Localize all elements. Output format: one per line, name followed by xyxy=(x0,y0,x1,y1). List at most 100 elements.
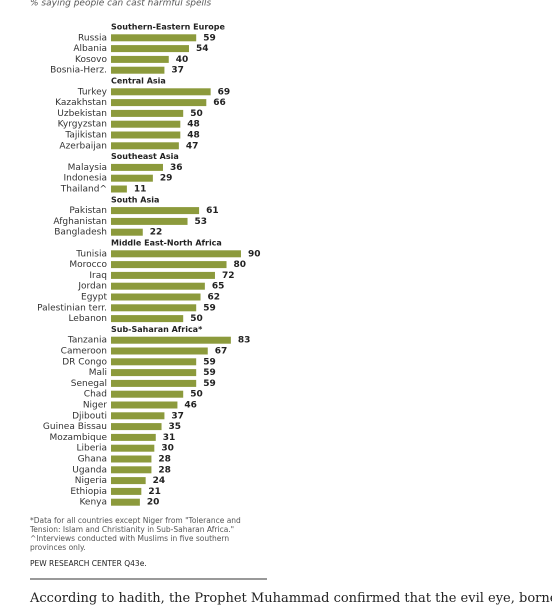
bar xyxy=(111,336,231,344)
bar xyxy=(111,34,197,42)
source: PEW RESEARCH CENTER Q43e. xyxy=(30,559,147,568)
value-label: 90 xyxy=(248,249,261,259)
bar xyxy=(111,433,156,441)
category-label: Iraq xyxy=(89,271,107,281)
value-label: 59 xyxy=(203,33,216,43)
category-label: Guinea Bissau xyxy=(43,422,107,432)
value-label: 48 xyxy=(187,131,200,141)
category-label: Bangladesh xyxy=(54,228,107,238)
bar xyxy=(111,261,227,269)
category-label: Kosovo xyxy=(75,55,107,65)
category-label: Liberia xyxy=(77,444,107,454)
chart-subtitle: % saying people can cast harmful spells xyxy=(30,0,212,9)
group-label: Southern-Eastern Europe xyxy=(111,23,225,32)
bar xyxy=(111,423,162,431)
category-label: Bosnia-Herz. xyxy=(50,66,107,76)
category-label: Turkey xyxy=(77,87,108,97)
bar xyxy=(111,250,241,258)
category-label: Azerbaijan xyxy=(59,141,107,151)
value-label: 50 xyxy=(190,390,203,400)
bar xyxy=(111,315,184,323)
value-label: 54 xyxy=(196,44,209,54)
bar xyxy=(111,498,140,506)
value-label: 37 xyxy=(171,411,184,421)
category-label: Tanzania xyxy=(67,336,107,346)
bar xyxy=(111,444,155,452)
category-label: Chad xyxy=(84,390,107,400)
value-label: 46 xyxy=(184,401,197,411)
bar xyxy=(111,412,165,420)
value-label: 47 xyxy=(186,141,199,151)
bar xyxy=(111,45,189,53)
value-label: 59 xyxy=(203,303,216,313)
bar xyxy=(111,271,215,279)
category-label: Russia xyxy=(78,33,107,43)
value-label: 36 xyxy=(170,163,183,173)
value-label: 28 xyxy=(158,455,171,465)
value-label: 67 xyxy=(215,347,228,357)
bar xyxy=(111,282,205,290)
bar xyxy=(111,466,152,474)
value-label: 21 xyxy=(148,487,161,497)
value-label: 61 xyxy=(206,206,219,216)
bar xyxy=(111,347,208,355)
bar xyxy=(111,66,165,74)
group-label: Southeast Asia xyxy=(111,152,179,161)
value-label: 22 xyxy=(150,228,163,238)
bar xyxy=(111,163,163,171)
note: ^Interviews conducted with Muslims in fi… xyxy=(30,534,230,552)
category-label: Cameroon xyxy=(61,347,107,357)
group-label: Central Asia xyxy=(111,77,166,86)
value-label: 53 xyxy=(195,217,208,227)
category-label: Kyrgyzstan xyxy=(58,120,107,130)
value-label: 31 xyxy=(163,433,176,443)
chart: % saying people can cast harmful spells … xyxy=(30,0,267,580)
value-label: 83 xyxy=(238,336,251,346)
note: *Data for all countries except Niger fro… xyxy=(30,516,241,534)
category-label: Uzbekistan xyxy=(57,109,107,119)
value-label: 72 xyxy=(222,271,235,281)
value-label: 35 xyxy=(169,422,182,432)
bar xyxy=(111,304,197,312)
bar xyxy=(111,455,152,463)
category-label: Lebanon xyxy=(68,314,107,324)
value-label: 50 xyxy=(190,109,203,119)
category-label: Ethiopia xyxy=(70,487,107,497)
group-label: Sub-Saharan Africa* xyxy=(111,325,203,334)
bar xyxy=(111,228,143,236)
value-label: 65 xyxy=(212,282,225,292)
value-label: 48 xyxy=(187,120,200,130)
value-label: 59 xyxy=(203,368,216,378)
value-label: 69 xyxy=(218,87,231,97)
bar xyxy=(111,401,178,409)
bar xyxy=(111,174,153,182)
category-label: DR Congo xyxy=(62,357,107,367)
category-label: Mozambique xyxy=(50,433,108,443)
category-label: Ghana xyxy=(78,455,107,465)
category-label: Tunisia xyxy=(75,249,107,259)
value-label: 59 xyxy=(203,379,216,389)
bar xyxy=(111,217,188,225)
body-text: According to hadith, the Prophet Muhamma… xyxy=(30,591,552,606)
value-label: 37 xyxy=(171,66,184,76)
bar xyxy=(111,88,211,96)
category-label: Malaysia xyxy=(68,163,107,173)
group-label: Middle East-North Africa xyxy=(111,239,222,248)
category-label: Albania xyxy=(73,44,107,54)
category-label: Morocco xyxy=(69,260,107,270)
bar xyxy=(111,185,127,193)
bar xyxy=(111,99,207,107)
bar xyxy=(111,369,197,377)
category-label: Nigeria xyxy=(75,476,107,486)
bar xyxy=(111,477,146,485)
bar xyxy=(111,120,181,128)
value-label: 20 xyxy=(147,498,160,508)
category-label: Uganda xyxy=(72,465,107,475)
value-label: 28 xyxy=(158,465,171,475)
category-label: Afghanistan xyxy=(53,217,107,227)
category-label: Jordan xyxy=(77,282,107,292)
category-label: Kenya xyxy=(79,498,107,508)
value-label: 80 xyxy=(234,260,247,270)
bar xyxy=(111,358,197,366)
